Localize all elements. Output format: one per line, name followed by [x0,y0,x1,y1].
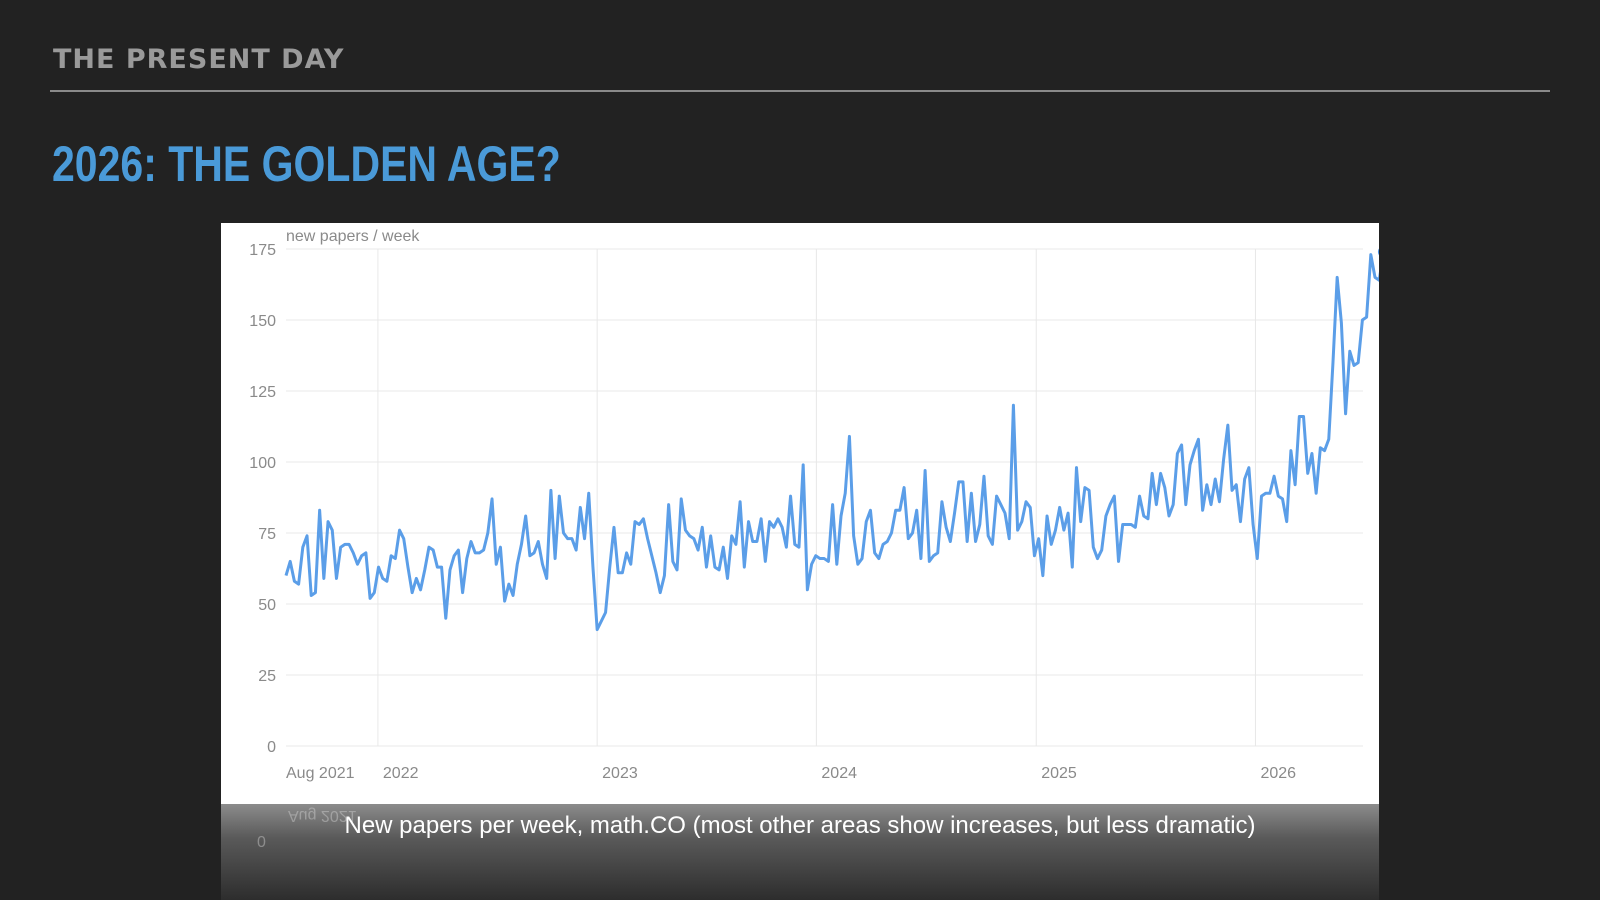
x-tick-label: 2025 [1041,765,1077,782]
x-tick-label: 2026 [1260,765,1296,782]
y-tick-label: 25 [258,668,276,685]
chart-card: 0 25 50 75 100 125 150 175 Aug 2021 2022 2023 2024… [221,223,1389,804]
y-tick-label: 175 [249,242,276,259]
chart-reflection: Aug 2021 0 [221,804,1379,900]
x-tick-label: 2023 [602,765,638,782]
y-tick-label: 125 [249,384,276,401]
y-tick-label: 50 [258,597,276,614]
section-title: THE PRESENT DAY [53,44,345,75]
y-tick-label: 100 [249,455,276,472]
slide-headline: 2026: THE GOLDEN AGE? [52,136,561,192]
x-tick-label: 2024 [821,765,857,782]
slide-caption: New papers per week, math.CO (most other… [344,812,1256,839]
y-tick-label: 0 [267,739,276,756]
y-tick-label: 75 [258,526,276,543]
y-axis-label: new papers / week [286,228,420,245]
series-line [284,251,1385,632]
line-chart: 0 25 50 75 100 125 150 175 Aug 2021 2022 2023 2024… [249,228,1389,782]
x-tick-label: 2022 [383,765,419,782]
x-tick-label: Aug 2021 [286,765,355,782]
divider [50,90,1550,92]
y-tick-label: 150 [249,313,276,330]
last-point-marker[interactable] [1377,246,1389,258]
